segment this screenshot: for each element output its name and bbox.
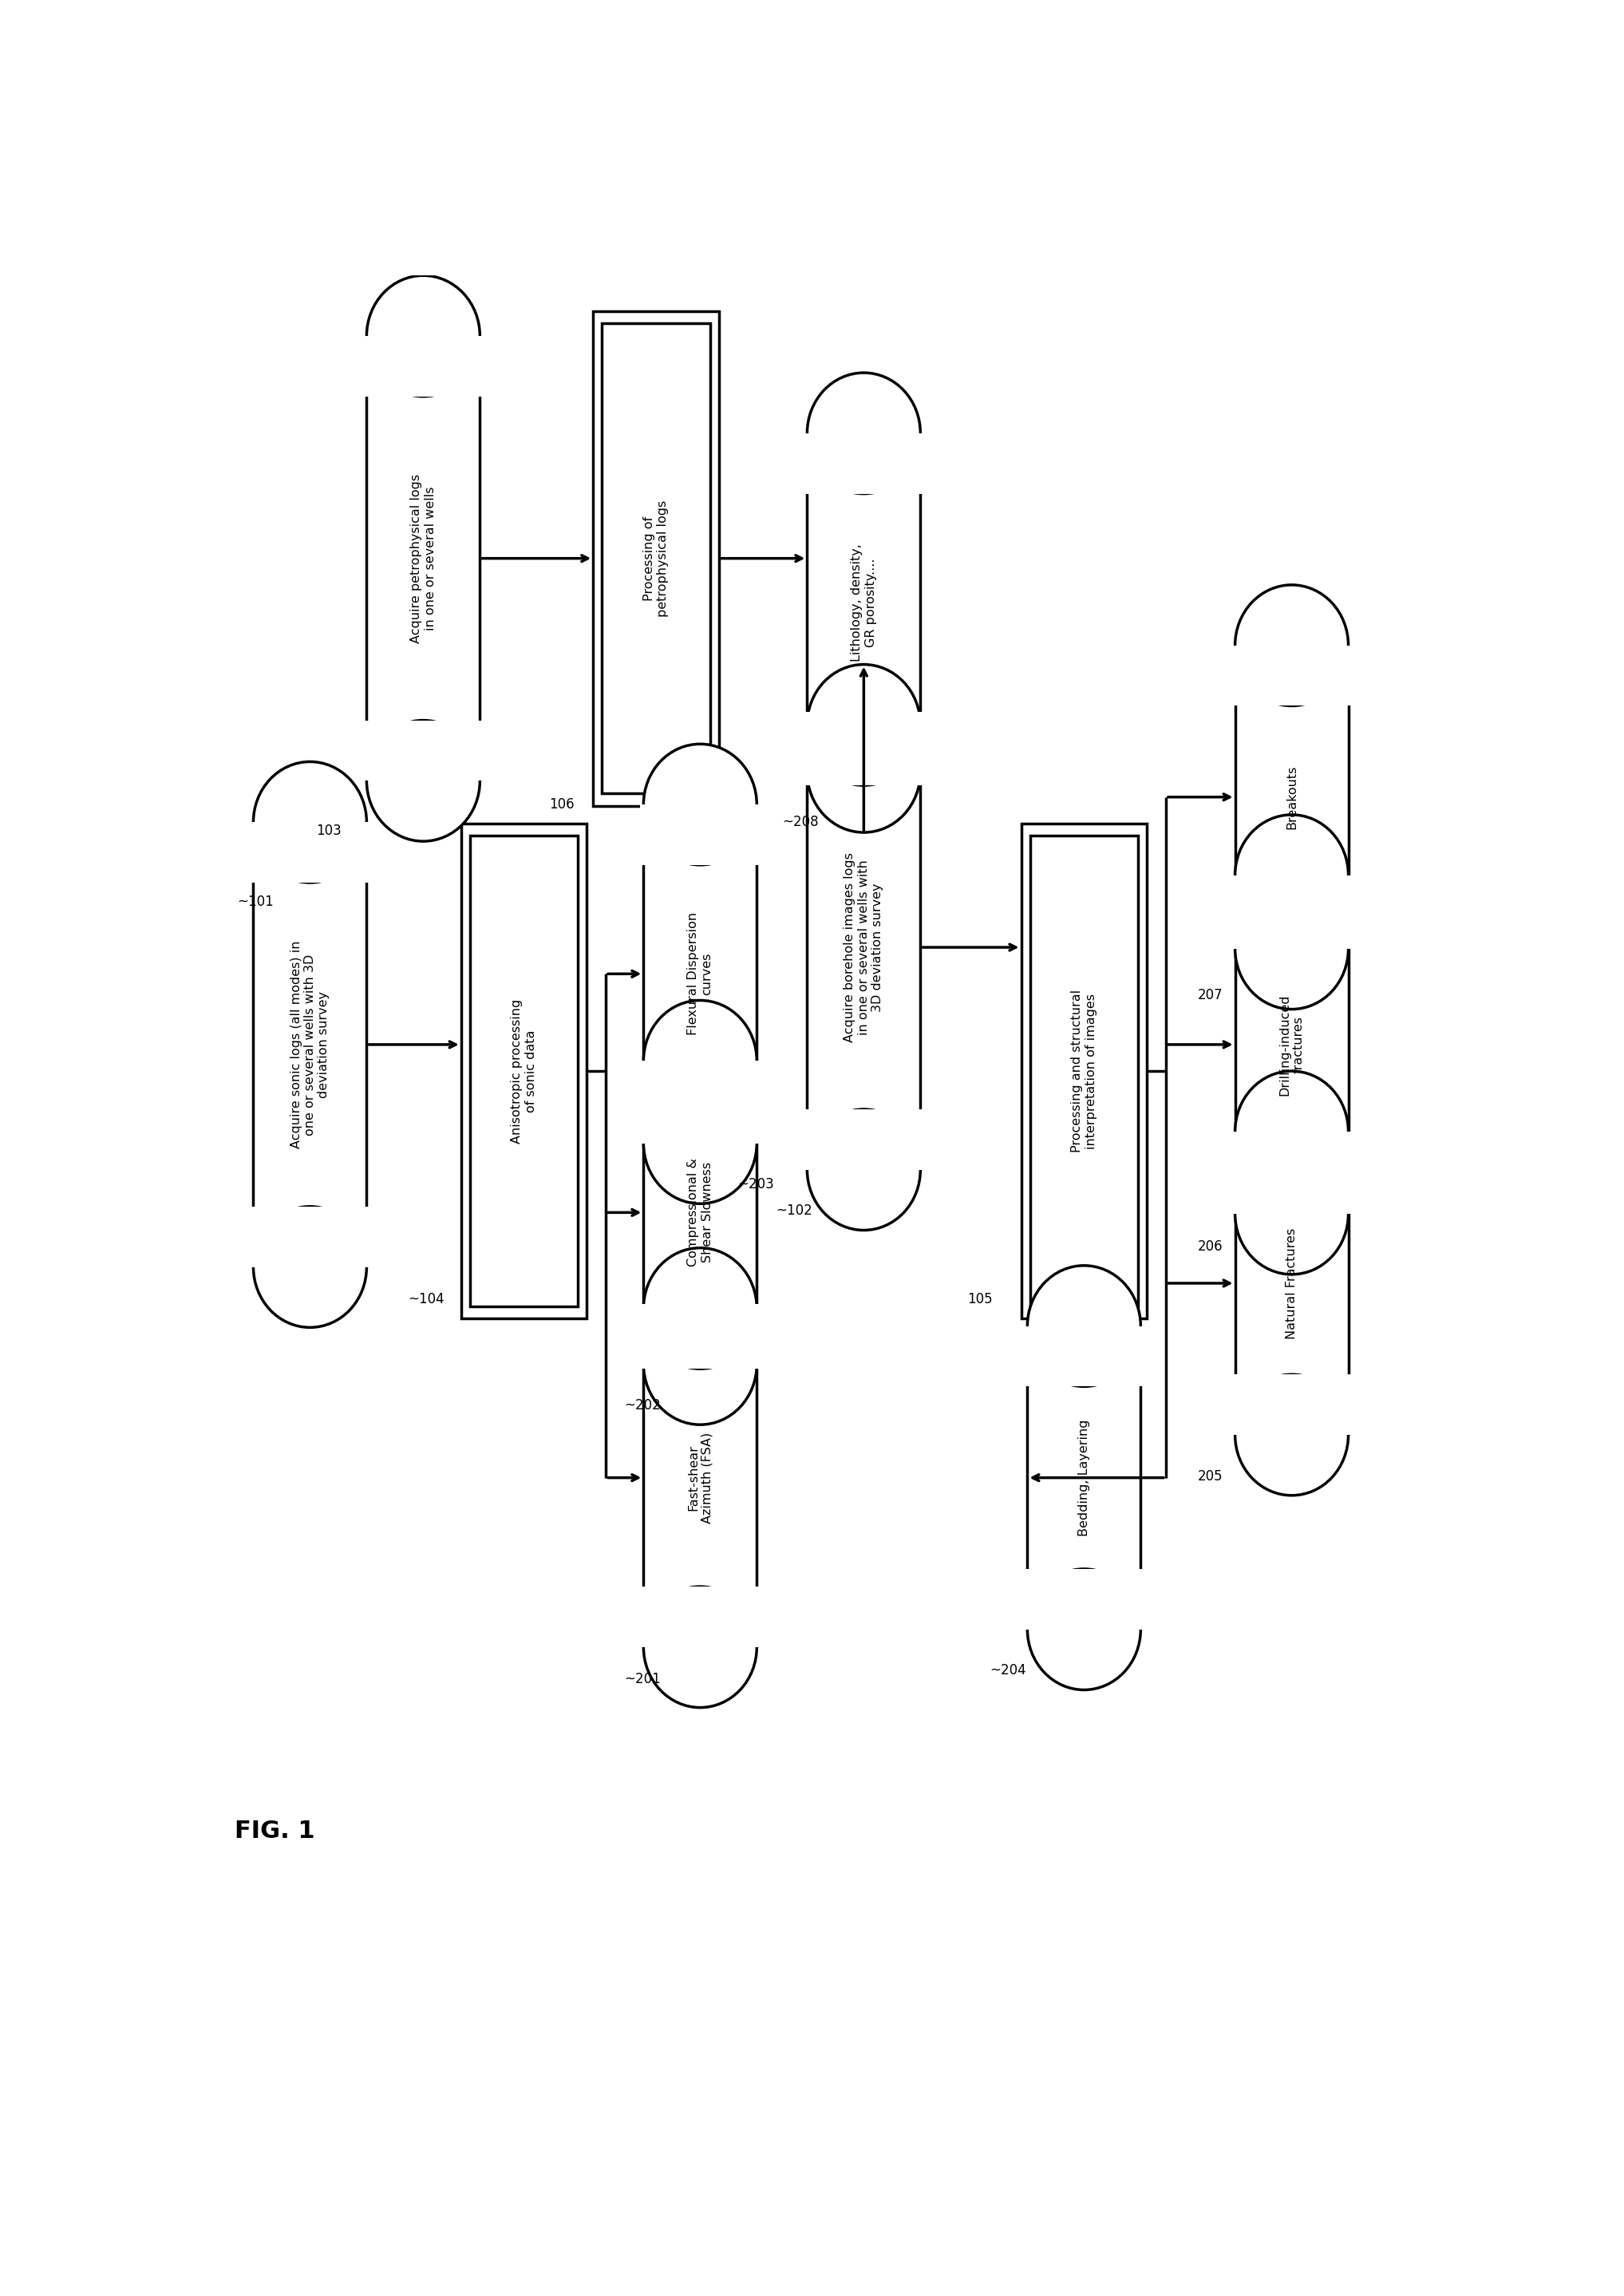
Text: Drilling-induced
fractures: Drilling-induced fractures: [1278, 994, 1304, 1095]
Bar: [640, 1061, 760, 1120]
Ellipse shape: [1236, 889, 1348, 1010]
Ellipse shape: [643, 1001, 757, 1120]
Bar: [1023, 1327, 1145, 1387]
Text: 205: 205: [1197, 1469, 1223, 1483]
Bar: [250, 822, 370, 882]
Bar: [640, 1304, 760, 1364]
Bar: [253, 822, 367, 1267]
Bar: [1231, 889, 1353, 948]
Text: Processing and structural
interpretation of images: Processing and structural interpretation…: [1072, 990, 1096, 1153]
Bar: [804, 434, 924, 494]
Bar: [640, 1587, 760, 1646]
Ellipse shape: [1236, 585, 1348, 705]
Ellipse shape: [1236, 1153, 1348, 1274]
Bar: [469, 836, 578, 1306]
Bar: [250, 1205, 370, 1267]
Bar: [807, 726, 921, 1169]
Bar: [1236, 645, 1348, 948]
Bar: [640, 1309, 760, 1368]
Text: Natural Fractures: Natural Fractures: [1286, 1228, 1298, 1339]
Bar: [807, 434, 921, 771]
Ellipse shape: [1236, 1375, 1348, 1495]
Bar: [804, 726, 924, 785]
Bar: [367, 335, 481, 781]
Bar: [1231, 1375, 1353, 1435]
Text: Acquire petrophysical logs
in one or several wells: Acquire petrophysical logs in one or sev…: [411, 473, 437, 643]
Text: ~101: ~101: [237, 893, 273, 909]
Bar: [643, 1309, 757, 1646]
Text: ~201: ~201: [625, 1671, 661, 1688]
Ellipse shape: [807, 712, 921, 833]
Text: Acquire borehole images logs
in one or several wells with
3D deviation survey: Acquire borehole images logs in one or s…: [844, 852, 883, 1042]
Ellipse shape: [1236, 1070, 1348, 1192]
Text: 206: 206: [1197, 1240, 1223, 1254]
Ellipse shape: [1028, 1265, 1140, 1387]
Bar: [643, 1061, 757, 1364]
Text: Breakouts: Breakouts: [1286, 765, 1298, 829]
Text: FIG. 1: FIG. 1: [234, 1821, 315, 1844]
Text: ~204: ~204: [989, 1662, 1026, 1678]
Bar: [804, 1109, 924, 1169]
Bar: [1023, 1568, 1145, 1630]
Ellipse shape: [1028, 1568, 1140, 1690]
Bar: [640, 804, 760, 866]
Ellipse shape: [367, 721, 481, 840]
Bar: [1236, 875, 1348, 1215]
Text: Flexural Dispersion
curves: Flexural Dispersion curves: [687, 912, 713, 1035]
Bar: [804, 712, 924, 771]
Ellipse shape: [253, 762, 367, 882]
Text: Anisotropic processing
of sonic data: Anisotropic processing of sonic data: [512, 999, 538, 1143]
Text: Fast-shear
Azimuth (FSA): Fast-shear Azimuth (FSA): [687, 1433, 713, 1522]
Bar: [640, 1084, 760, 1143]
Ellipse shape: [367, 276, 481, 397]
Text: 106: 106: [549, 797, 575, 810]
Bar: [1231, 645, 1353, 705]
Text: ~208: ~208: [783, 815, 818, 829]
Ellipse shape: [643, 1249, 757, 1368]
Text: ~104: ~104: [408, 1293, 445, 1306]
Text: Bedding, Layering: Bedding, Layering: [1078, 1419, 1090, 1536]
Bar: [1231, 1132, 1353, 1192]
Ellipse shape: [643, 1587, 757, 1708]
Text: Acquire sonic logs (all modes) in
one or several wells with 3D
deviation survey: Acquire sonic logs (all modes) in one or…: [291, 941, 330, 1148]
Text: 103: 103: [317, 824, 341, 838]
Bar: [1030, 836, 1138, 1306]
Ellipse shape: [1236, 815, 1348, 937]
Bar: [1231, 1153, 1353, 1215]
Text: Lithology, density,
GR porosity....: Lithology, density, GR porosity....: [851, 544, 877, 661]
Bar: [1021, 824, 1147, 1318]
Ellipse shape: [807, 664, 921, 785]
Bar: [362, 721, 484, 781]
Ellipse shape: [643, 744, 757, 866]
Ellipse shape: [807, 1109, 921, 1231]
Bar: [1236, 1132, 1348, 1435]
Ellipse shape: [807, 372, 921, 494]
Ellipse shape: [253, 1205, 367, 1327]
Ellipse shape: [643, 1084, 757, 1203]
Bar: [461, 824, 586, 1318]
Bar: [643, 804, 757, 1143]
Bar: [362, 335, 484, 397]
Text: ~102: ~102: [776, 1203, 812, 1219]
Text: Compressional &
Shear Slowness: Compressional & Shear Slowness: [687, 1157, 713, 1267]
Ellipse shape: [643, 1304, 757, 1424]
Text: 207: 207: [1197, 987, 1223, 1003]
Bar: [1231, 875, 1353, 937]
Text: Processing of
petrophysical logs: Processing of petrophysical logs: [643, 501, 669, 618]
Text: 105: 105: [966, 1293, 992, 1306]
Text: ~202: ~202: [625, 1398, 661, 1412]
Bar: [593, 310, 719, 806]
Text: ~203: ~203: [737, 1178, 775, 1192]
Bar: [1028, 1327, 1140, 1630]
Bar: [603, 324, 710, 794]
